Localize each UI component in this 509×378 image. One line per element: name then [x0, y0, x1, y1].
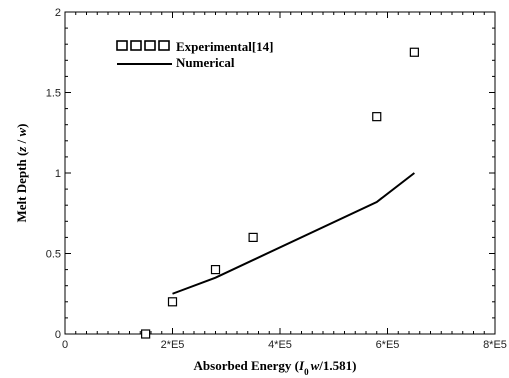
experimental-point: [372, 112, 382, 122]
series-layer: [141, 47, 419, 339]
tick-labels: 0 2*E5 4*E5 6*E5 8*E5 0 0.5 1 1.5 2: [46, 7, 507, 351]
y-tick-label: 0.5: [46, 249, 61, 261]
legend-numerical-label: Numerical: [176, 55, 235, 70]
y-axis-title-tail: ): [14, 124, 29, 128]
experimental-point: [248, 232, 258, 242]
y-axis-title-z: z: [14, 146, 29, 153]
y-tick-label: 2: [55, 7, 61, 19]
legend: Experimental[14] Numerical: [116, 39, 273, 70]
x-axis-title-main: Absorbed Energy (: [194, 358, 299, 373]
experimental-point: [210, 265, 221, 275]
legend-square-marker: [130, 40, 142, 51]
experimental-point: [409, 47, 419, 57]
y-tick-label: 1: [55, 168, 61, 180]
numerical-line: [172, 172, 415, 295]
x-tick-label: 0: [62, 339, 68, 351]
legend-experimental-markers: [116, 40, 170, 51]
y-tick-label: 1.5: [46, 88, 61, 100]
legend-experimental-label: Experimental[14]: [176, 39, 273, 54]
x-axis-title-subscript: 0: [304, 367, 309, 377]
y-tick-label: 0: [55, 329, 61, 341]
y-axis-title-w: w: [14, 128, 29, 137]
x-axis-title-tail: /1.581): [318, 358, 356, 373]
legend-square-marker: [158, 40, 170, 51]
plot-frame: [64, 11, 496, 335]
x-axis-title: Absorbed Energy (I0 w/1.581): [194, 358, 357, 377]
x-axis-title-I: I: [298, 358, 305, 373]
x-tick-label: 8*E5: [483, 339, 507, 351]
legend-square-marker: [116, 40, 128, 51]
x-tick-label: 6*E5: [376, 339, 400, 351]
legend-square-marker: [144, 40, 156, 51]
x-axis-title-w: w: [311, 358, 320, 373]
y-axis-title-slash: /: [14, 137, 29, 147]
x-tick-label: 4*E5: [268, 339, 292, 351]
axis-ticks: [64, 11, 496, 335]
x-tick-label: 2*E5: [161, 339, 185, 351]
experimental-point: [141, 329, 151, 339]
y-axis-title-main: Melt Depth (: [14, 152, 29, 223]
experimental-point: [167, 297, 178, 307]
y-axis-title: Melt Depth (z / w): [14, 124, 29, 223]
